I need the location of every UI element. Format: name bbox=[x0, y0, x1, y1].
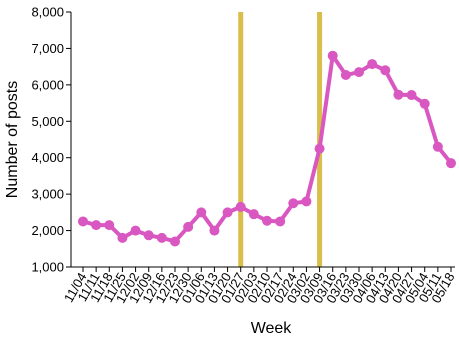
data-point bbox=[262, 215, 272, 226]
axes bbox=[70, 12, 455, 268]
data-point bbox=[314, 143, 325, 154]
x-axis-ticks: 11/0411/1111/1811/2512/0212/0912/1612/23… bbox=[61, 267, 458, 306]
data-point bbox=[327, 50, 338, 61]
data-point bbox=[235, 201, 246, 212]
data-point bbox=[406, 90, 417, 101]
data-point bbox=[393, 89, 404, 100]
data-point bbox=[91, 220, 102, 231]
data-point bbox=[432, 141, 443, 152]
data-point bbox=[104, 220, 115, 231]
reference-lines bbox=[238, 12, 323, 267]
data-point bbox=[367, 59, 378, 70]
y-axis-title: Number of posts bbox=[4, 81, 21, 198]
y-tick-label: 6,000 bbox=[31, 77, 64, 92]
data-point bbox=[183, 221, 194, 232]
data-point bbox=[380, 65, 391, 76]
data-point bbox=[78, 216, 88, 227]
y-axis-ticks: 1,000 2,000 3,000 4,000 5,000 6,000 7,000 8,000 bbox=[31, 5, 71, 275]
y-tick-label: 8,000 bbox=[31, 5, 64, 20]
data-point bbox=[143, 230, 154, 241]
data-point bbox=[170, 236, 180, 247]
data-point bbox=[354, 67, 364, 78]
data-point bbox=[419, 98, 430, 109]
y-tick-label: 4,000 bbox=[31, 150, 64, 165]
y-tick-label: 7,000 bbox=[31, 41, 64, 56]
data-point bbox=[248, 209, 259, 220]
series-line bbox=[81, 53, 453, 244]
data-point bbox=[209, 225, 220, 236]
data-point bbox=[130, 225, 141, 236]
data-point bbox=[156, 232, 167, 243]
data-point bbox=[288, 198, 299, 209]
x-axis-title: Week bbox=[251, 320, 293, 337]
data-point bbox=[301, 196, 312, 207]
y-tick-label: 5,000 bbox=[31, 114, 64, 129]
data-point bbox=[117, 232, 128, 243]
data-point bbox=[275, 216, 286, 227]
y-tick-label: 3,000 bbox=[31, 187, 64, 202]
series-group bbox=[78, 50, 456, 247]
data-point bbox=[446, 158, 456, 169]
data-point bbox=[196, 207, 207, 218]
data-point bbox=[340, 70, 351, 81]
y-tick-label: 1,000 bbox=[31, 260, 64, 275]
y-tick-label: 2,000 bbox=[31, 223, 64, 238]
data-point bbox=[222, 207, 233, 218]
